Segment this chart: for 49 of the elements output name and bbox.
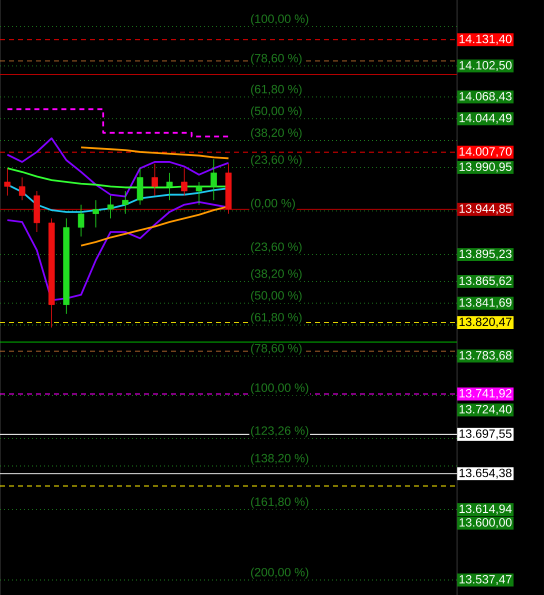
annotation: (78,60 %)	[251, 54, 302, 65]
annotation: (200,00 %)	[251, 568, 308, 579]
y-tick-label: 13.895,23	[460, 250, 512, 260]
candlestick	[78, 204, 84, 237]
annotation: (23,60 %)	[251, 242, 302, 254]
y-tick-label: 13.724,40	[460, 404, 512, 415]
annotation: (23,60 %)	[251, 155, 302, 166]
candlestick	[18, 177, 26, 201]
annotation: (100,00 %)	[251, 14, 308, 26]
y-tick-label: 13.537,47	[460, 575, 512, 585]
candlestick	[166, 172, 173, 201]
annotation: (78,60 %)	[251, 344, 302, 355]
annotation: (38,20 %)	[251, 128, 302, 140]
y-tick-label: 13.865,62	[460, 276, 512, 286]
annotation: (50,00 %)	[251, 106, 302, 118]
annotation: (161,80 %)	[251, 497, 308, 508]
annotation: (38,20 %)	[251, 269, 302, 280]
candlestick	[136, 168, 144, 206]
y-tick-label: 14.102,50	[460, 61, 512, 71]
y-tick-label: 13.841,69	[460, 298, 512, 308]
candlestick	[92, 200, 99, 228]
ref-line-label: 13.820,47	[460, 318, 512, 328]
annotation: (100,00 %)	[251, 383, 308, 394]
y-tick-label: 13.990,95	[460, 162, 512, 172]
ref-line-label: 13.654,38	[460, 468, 512, 479]
ref-line-label: 13.741,92	[460, 389, 512, 399]
y-tick-label: 13.783,68	[460, 351, 512, 361]
annotation: (138,20 %)	[251, 454, 308, 465]
y-tick-label: 14.044,49	[460, 114, 512, 124]
y-tick-label: 13.614,94	[460, 504, 512, 514]
candlestick	[122, 190, 128, 214]
annotation: (123,26 %)	[251, 426, 308, 438]
annotation: (61,80 %)	[251, 84, 302, 96]
candlestick	[152, 163, 158, 196]
annotation: (61,80 %)	[251, 312, 302, 324]
candlestick	[196, 182, 202, 206]
candlestick	[4, 168, 11, 196]
y-tick-label: 14.068,43	[460, 92, 512, 102]
candlestick	[107, 195, 114, 219]
ref-line-label: 14.007,70	[460, 147, 512, 158]
candlestick	[181, 168, 188, 196]
ref-line-label: 14.131,40	[460, 34, 512, 45]
y-tick-label: 13.600,00	[460, 518, 512, 528]
line-series	[6, 137, 230, 198]
annotation: (50,00 %)	[251, 290, 302, 302]
annotation: (0,00 %)	[251, 198, 295, 210]
ref-line-label: 13.944,85	[460, 204, 512, 214]
candlestick	[210, 158, 217, 201]
ref-line-label: 13.697,55	[460, 429, 512, 440]
